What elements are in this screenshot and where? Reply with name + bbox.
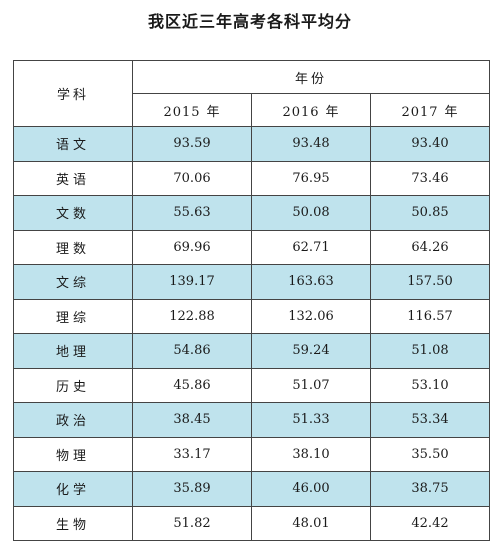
table-row: 地理 54.86 59.24 51.08: [13, 333, 491, 369]
score-cell: 38.10: [251, 436, 371, 472]
table-row: 生物 51.82 48.01 42.42: [13, 505, 491, 541]
table-row: 文综 139.17 163.63 157.50: [13, 264, 491, 300]
year-unit: 年: [206, 104, 221, 120]
score-cell: 157.50: [369, 264, 491, 300]
table-row: 理综 122.88 132.06 116.57: [13, 298, 491, 334]
table-row: 历史 45.86 51.07 53.10: [13, 367, 491, 403]
table-row: 英语 70.06 76.95 73.46: [13, 160, 491, 196]
score-cell: 51.07: [251, 367, 371, 403]
header-row-years: 2015 年 2016 年 2017 年: [14, 93, 491, 127]
score-cell: 62.71: [251, 229, 371, 265]
score-cell: 76.95: [251, 160, 371, 196]
subject-column-header: 学科: [13, 60, 133, 127]
year-header-2016: 2016 年: [251, 93, 371, 127]
table-row: 物理 33.17 38.10 35.50: [13, 436, 491, 472]
score-cell: 53.34: [369, 402, 491, 438]
subject-cell: 英语: [13, 160, 133, 196]
page-title: 我区近三年高考各科平均分: [147, 12, 352, 31]
score-cell: 35.89: [132, 471, 252, 507]
table-body: 语文 93.59 93.48 93.40 英语 70.06 76.95 73.46 文数 55.6…: [13, 126, 491, 541]
subject-cell: 生物: [13, 505, 133, 541]
score-cell: 50.85: [369, 195, 491, 231]
table-row: 语文 93.59 93.48 93.40: [13, 126, 491, 162]
header-row-top: 学科 年份: [13, 60, 491, 127]
score-cell: 93.59: [132, 126, 252, 162]
score-cell: 54.86: [132, 333, 252, 369]
score-cell: 73.46: [369, 160, 491, 196]
subject-header-label: 学科: [56, 88, 89, 103]
score-cell: 163.63: [251, 264, 371, 300]
score-cell: 48.01: [251, 505, 371, 541]
score-cell: 51.33: [251, 402, 371, 438]
year-value: 2017: [401, 104, 439, 120]
table-row: 理数 69.96 62.71 64.26: [13, 229, 491, 265]
score-cell: 69.96: [132, 229, 252, 265]
score-cell: 42.42: [369, 505, 491, 541]
score-cell: 38.45: [132, 402, 252, 438]
score-cell: 45.86: [132, 367, 252, 403]
year-unit: 年: [325, 104, 340, 120]
score-cell: 38.75: [369, 471, 491, 507]
score-cell: 70.06: [132, 160, 252, 196]
subject-cell: 理数: [13, 229, 133, 265]
year-header-2017: 2017 年: [369, 93, 491, 127]
subject-cell: 化学: [13, 471, 133, 507]
scores-table: 学科 年份 2015 年 2016 年 2017 年 语文 93.59 93.48 93.4…: [13, 60, 491, 541]
subject-cell: 文数: [13, 195, 133, 231]
subject-cell: 理综: [13, 298, 133, 334]
score-cell: 122.88: [132, 298, 252, 334]
year-group-header: 年份: [131, 60, 491, 94]
score-cell: 35.50: [369, 436, 491, 472]
score-cell: 33.17: [132, 436, 252, 472]
year-unit: 年: [444, 104, 459, 120]
subject-cell: 历史: [13, 367, 133, 403]
subject-cell: 文综: [13, 264, 133, 300]
score-cell: 50.08: [251, 195, 371, 231]
table-row: 文数 55.63 50.08 50.85: [13, 195, 491, 231]
table-row: 化学 35.89 46.00 38.75: [13, 471, 491, 507]
table-row: 政治 38.45 51.33 53.34: [13, 402, 491, 438]
score-cell: 51.82: [132, 505, 252, 541]
subject-cell: 物理: [13, 436, 133, 472]
score-cell: 46.00: [251, 471, 371, 507]
score-cell: 51.08: [369, 333, 491, 369]
score-cell: 132.06: [251, 298, 371, 334]
score-cell: 55.63: [132, 195, 252, 231]
score-cell: 59.24: [251, 333, 371, 369]
score-cell: 93.40: [369, 126, 491, 162]
year-value: 2015: [163, 104, 201, 120]
subject-cell: 政治: [13, 402, 133, 438]
score-cell: 116.57: [369, 298, 491, 334]
subject-cell: 语文: [13, 126, 133, 162]
score-cell: 139.17: [132, 264, 252, 300]
year-value: 2016: [282, 104, 320, 120]
subject-cell: 地理: [13, 333, 133, 369]
score-cell: 93.48: [251, 126, 371, 162]
score-cell: 64.26: [369, 229, 491, 265]
score-cell: 53.10: [369, 367, 491, 403]
year-header-2015: 2015 年: [132, 93, 252, 127]
year-group-label: 年份: [295, 71, 328, 87]
